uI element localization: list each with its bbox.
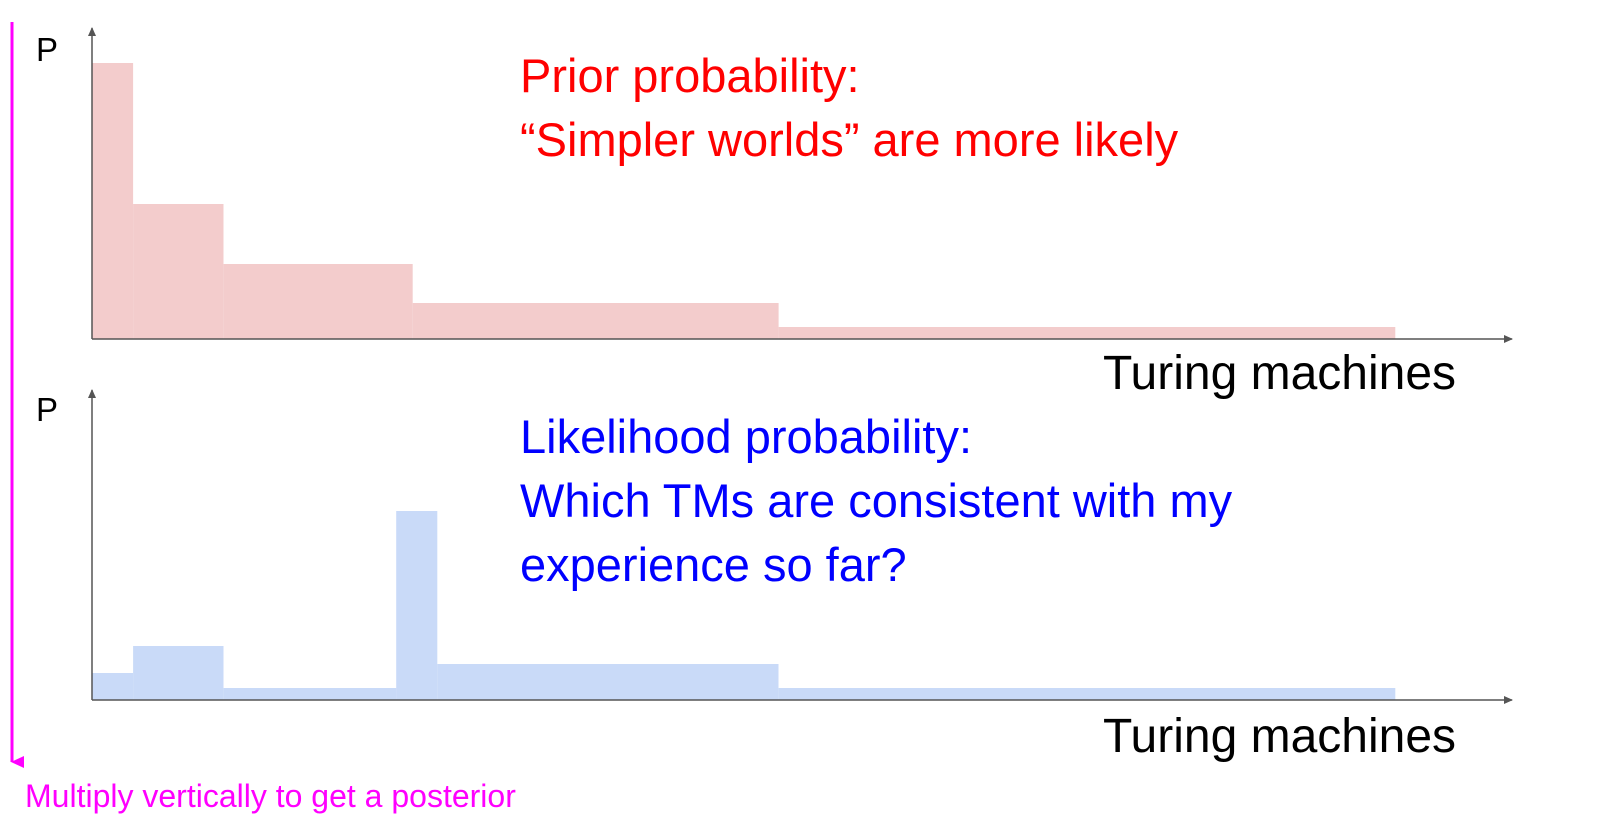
likelihood-annotation-line-1: Likelihood probability:: [520, 410, 973, 463]
prior-y-label: P: [36, 31, 59, 68]
prior-bar-1: [92, 63, 134, 339]
likelihood-x-label: Turing machines: [1103, 710, 1457, 763]
likelihood-bar-5: [437, 664, 779, 700]
likelihood-bar-1: [92, 673, 134, 700]
likelihood-annotation: Likelihood probability: Which TMs are co…: [520, 405, 1232, 597]
likelihood-annotation-line-3: experience so far?: [520, 538, 907, 591]
prior-x-label: Turing machines: [1103, 347, 1457, 400]
prior-bar-3: [223, 264, 413, 339]
likelihood-y-label: P: [36, 391, 59, 428]
likelihood-bar-6: [778, 688, 1396, 700]
prior-bar-2: [133, 204, 224, 339]
prior-bar-4: [412, 303, 779, 339]
likelihood-bars: [92, 511, 1396, 700]
likelihood-bar-2: [133, 646, 224, 700]
likelihood-bar-4: [396, 511, 438, 700]
prior-annotation: Prior probability: “Simpler worlds” are …: [520, 44, 1178, 172]
likelihood-annotation-line-2: Which TMs are consistent with my: [520, 474, 1233, 527]
prior-bar-5: [778, 327, 1396, 339]
prior-annotation-line-1: Prior probability:: [520, 49, 860, 102]
prior-annotation-line-2: “Simpler worlds” are more likely: [520, 113, 1179, 166]
footer-caption: Multiply vertically to get a posterior: [25, 778, 516, 814]
likelihood-bar-3: [223, 688, 397, 700]
prior-bars: [92, 63, 1396, 339]
